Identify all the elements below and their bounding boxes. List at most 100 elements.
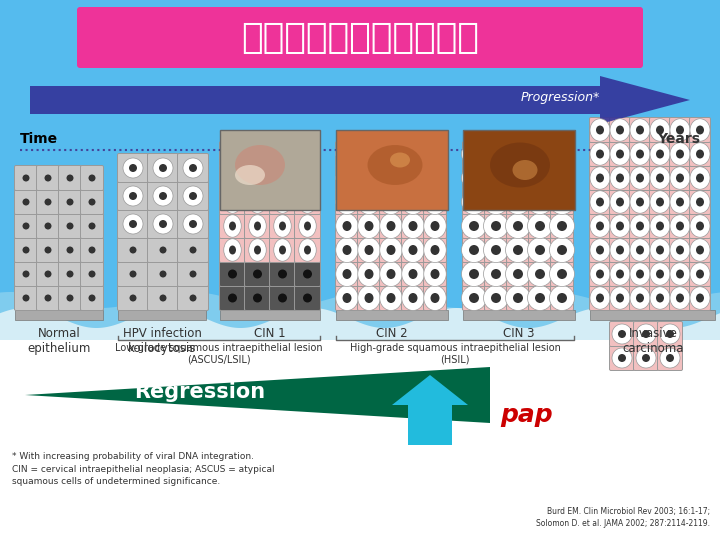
Polygon shape (0, 292, 720, 340)
FancyBboxPatch shape (690, 141, 711, 166)
Ellipse shape (229, 221, 236, 231)
FancyBboxPatch shape (37, 190, 60, 214)
Text: High-grade squamous intraepithelial lesion
(HSIL): High-grade squamous intraepithelial lesi… (350, 343, 560, 364)
Bar (336, 310, 448, 320)
Ellipse shape (618, 330, 626, 338)
Ellipse shape (364, 197, 374, 207)
Ellipse shape (636, 269, 644, 279)
Ellipse shape (549, 286, 575, 310)
FancyBboxPatch shape (551, 213, 574, 239)
Ellipse shape (616, 221, 624, 231)
Text: Regression: Regression (135, 382, 266, 402)
FancyBboxPatch shape (14, 190, 37, 214)
Ellipse shape (358, 238, 380, 262)
FancyBboxPatch shape (462, 165, 485, 191)
FancyBboxPatch shape (657, 321, 683, 347)
FancyBboxPatch shape (590, 238, 611, 262)
FancyBboxPatch shape (220, 141, 246, 166)
Ellipse shape (129, 164, 137, 172)
FancyBboxPatch shape (178, 181, 209, 211)
Ellipse shape (402, 261, 424, 287)
Ellipse shape (549, 213, 575, 239)
Ellipse shape (462, 213, 487, 239)
FancyBboxPatch shape (37, 286, 60, 310)
Ellipse shape (642, 330, 650, 338)
Text: * With increasing probability of viral DNA integration.
CIN = cervical intraepit: * With increasing probability of viral D… (12, 452, 274, 486)
Ellipse shape (491, 269, 501, 279)
Ellipse shape (636, 221, 644, 231)
Ellipse shape (45, 222, 52, 230)
FancyBboxPatch shape (148, 286, 179, 310)
FancyBboxPatch shape (610, 261, 631, 287)
Ellipse shape (402, 141, 424, 166)
FancyBboxPatch shape (58, 213, 81, 239)
Ellipse shape (528, 213, 552, 239)
Ellipse shape (379, 141, 402, 166)
FancyBboxPatch shape (117, 181, 148, 211)
Ellipse shape (408, 221, 418, 231)
FancyBboxPatch shape (423, 286, 446, 310)
Ellipse shape (336, 141, 359, 166)
Ellipse shape (379, 213, 402, 239)
Ellipse shape (183, 158, 203, 178)
Ellipse shape (636, 150, 644, 159)
Bar (0, 0, 720, 340)
Ellipse shape (304, 221, 311, 231)
Ellipse shape (129, 220, 137, 228)
Ellipse shape (336, 190, 359, 214)
Ellipse shape (670, 119, 690, 141)
Ellipse shape (513, 149, 523, 159)
Ellipse shape (229, 246, 236, 254)
Text: การดำเนนโรค: การดำเนนโรค (241, 21, 479, 55)
FancyBboxPatch shape (657, 346, 683, 370)
FancyBboxPatch shape (402, 165, 425, 191)
Ellipse shape (676, 125, 684, 134)
Ellipse shape (650, 239, 670, 261)
FancyBboxPatch shape (81, 238, 104, 262)
FancyBboxPatch shape (58, 190, 81, 214)
Ellipse shape (676, 246, 684, 254)
Ellipse shape (274, 239, 292, 261)
Ellipse shape (408, 149, 418, 159)
Ellipse shape (557, 173, 567, 183)
Text: CIN 3: CIN 3 (503, 327, 535, 340)
Ellipse shape (676, 269, 684, 279)
Ellipse shape (254, 246, 261, 254)
Ellipse shape (235, 145, 285, 185)
Ellipse shape (387, 149, 395, 159)
FancyBboxPatch shape (402, 238, 425, 262)
Ellipse shape (656, 221, 664, 231)
FancyBboxPatch shape (336, 261, 359, 287)
Ellipse shape (513, 269, 523, 279)
Ellipse shape (676, 173, 684, 183)
Ellipse shape (650, 263, 670, 285)
Ellipse shape (123, 214, 143, 234)
Ellipse shape (650, 215, 670, 237)
Ellipse shape (557, 269, 567, 279)
Ellipse shape (690, 287, 710, 309)
FancyBboxPatch shape (528, 165, 552, 191)
FancyBboxPatch shape (670, 190, 690, 214)
FancyBboxPatch shape (423, 141, 446, 166)
Text: Low-grade squamous intraepithelial lesion
(ASCUS/LSIL): Low-grade squamous intraepithelial lesio… (115, 343, 323, 364)
FancyBboxPatch shape (245, 141, 271, 166)
FancyBboxPatch shape (358, 238, 380, 262)
Ellipse shape (670, 143, 690, 165)
FancyBboxPatch shape (245, 213, 271, 239)
Ellipse shape (387, 245, 395, 255)
Ellipse shape (123, 158, 143, 178)
Ellipse shape (610, 143, 630, 165)
Ellipse shape (676, 198, 684, 206)
Ellipse shape (402, 238, 424, 262)
FancyBboxPatch shape (670, 213, 690, 239)
FancyBboxPatch shape (551, 190, 574, 214)
Ellipse shape (253, 269, 262, 279)
Ellipse shape (303, 269, 312, 279)
FancyBboxPatch shape (269, 238, 295, 262)
Bar (220, 310, 320, 320)
FancyBboxPatch shape (590, 286, 611, 310)
Ellipse shape (304, 198, 311, 206)
Ellipse shape (279, 150, 286, 159)
Bar (463, 130, 575, 210)
FancyBboxPatch shape (462, 238, 485, 262)
